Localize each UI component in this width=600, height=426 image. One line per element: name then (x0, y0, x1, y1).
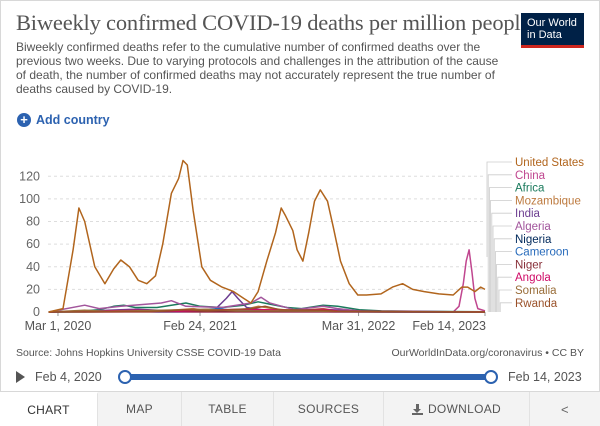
series-line-united-states (48, 159, 486, 313)
y-tick-label: 120 (19, 169, 40, 183)
y-tick-label: 0 (33, 305, 40, 319)
timeline-start-handle[interactable] (118, 370, 132, 384)
tab-map[interactable]: MAP (98, 392, 182, 426)
timeline-end-label: Feb 14, 2023 (508, 370, 582, 384)
y-tick-label: 80 (26, 215, 40, 229)
tab-chart[interactable]: CHART (0, 392, 98, 426)
legend-label-cameroon: Cameroon (515, 247, 569, 259)
tab-download[interactable]: DOWNLOAD (384, 392, 530, 426)
x-tick-label: Mar 1, 2020 (25, 319, 92, 333)
legend-connector (490, 200, 512, 312)
series-line-rwanda (48, 305, 486, 313)
plus-circle-icon: + (17, 113, 31, 127)
add-country-button[interactable]: + Add country (17, 113, 110, 127)
tab-sources[interactable]: SOURCES (274, 392, 384, 426)
y-tick-label: 100 (19, 192, 40, 206)
x-tick-label: Mar 31, 2022 (322, 319, 396, 333)
legend-label-rwanda: Rwanda (515, 298, 558, 310)
tab-share[interactable]: < (530, 392, 600, 426)
logo-red-bar (521, 45, 584, 48)
legend-connector (494, 251, 512, 312)
x-tick-label: Feb 14, 2023 (412, 319, 486, 333)
legend-label-niger: Niger (515, 259, 543, 271)
legend-label-algeria: Algeria (515, 221, 551, 233)
owid-logo[interactable]: Our World in Data (521, 13, 584, 48)
y-tick-label: 20 (26, 282, 40, 296)
series-line-somalia (48, 308, 486, 313)
legend-label-somalia: Somalia (515, 285, 557, 297)
legend-connector (491, 212, 512, 312)
logo-line-1: Our World (527, 17, 577, 29)
source-note[interactable]: Source: Johns Hopkins University CSSE CO… (16, 347, 281, 359)
series-line-algeria (48, 296, 486, 313)
legend-connector (488, 187, 512, 312)
legend-connector (486, 161, 512, 257)
license-link[interactable]: OurWorldInData.org/coronavirus • CC BY (391, 347, 584, 359)
play-icon[interactable] (16, 371, 25, 383)
legend-label-nigeria: Nigeria (515, 234, 552, 246)
legend-label-india: India (515, 208, 541, 220)
legend-label-united-states: United States (515, 157, 584, 169)
legend-connector (497, 276, 512, 312)
share-icon: < (561, 401, 569, 417)
timeline: Feb 4, 2020 Feb 14, 2023 (0, 364, 600, 390)
download-icon (411, 403, 423, 415)
tab-bar: CHART MAP TABLE SOURCES DOWNLOAD < (0, 391, 600, 426)
legend-connector (487, 174, 512, 312)
line-chart[interactable]: 0 20 40 60 80 100 120 Mar 1, 2020 Feb 24, 2021 Ma… (0, 150, 600, 346)
legend-label-mozambique: Mozambique (515, 195, 581, 207)
legend-label-angola: Angola (515, 272, 551, 284)
tab-download-label: DOWNLOAD (427, 402, 502, 416)
y-tick-label: 60 (26, 237, 40, 251)
add-country-label: Add country (36, 113, 110, 127)
logo-line-2: in Data (527, 29, 562, 41)
legend-connector (499, 302, 512, 312)
timeline-end-handle[interactable] (484, 370, 498, 384)
legend-label-china: China (515, 170, 546, 182)
chart-title: Biweekly confirmed COVID-19 deaths per m… (16, 10, 531, 35)
tab-table[interactable]: TABLE (182, 392, 274, 426)
legend-connector (498, 289, 512, 312)
legend-label-africa: Africa (515, 183, 545, 195)
timeline-start-label: Feb 4, 2020 (35, 370, 102, 384)
chart-subtitle: Biweekly confirmed deaths refer to the c… (16, 40, 499, 96)
y-tick-label: 40 (26, 260, 40, 274)
x-tick-label: Feb 24, 2021 (163, 319, 237, 333)
timeline-track[interactable] (125, 374, 491, 380)
legend-connector (493, 238, 512, 312)
legend-connector (496, 264, 512, 312)
legend-connector (492, 225, 512, 312)
